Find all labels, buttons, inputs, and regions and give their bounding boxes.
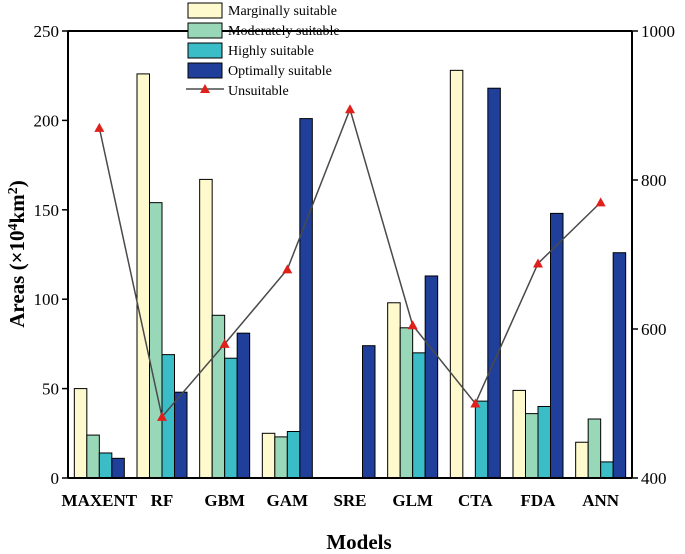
unsuitable-point-maxent bbox=[94, 122, 105, 132]
y-axis-title-sup1: 4 bbox=[6, 223, 21, 230]
bar-gbm-optimally bbox=[236, 332, 251, 479]
bar-ann-highly bbox=[600, 461, 614, 479]
bar-maxent-moderately bbox=[86, 434, 100, 479]
category-label-fda: FDA bbox=[521, 491, 557, 510]
y-axis-title-unit: km bbox=[5, 194, 29, 224]
left-tick-label: 50 bbox=[42, 380, 59, 399]
bar-maxent-highly bbox=[98, 452, 113, 479]
bar-cta-highly bbox=[474, 400, 489, 479]
bar-cta-marginally bbox=[449, 69, 464, 479]
category-label-ann: ANN bbox=[582, 491, 620, 510]
x-axis-title: Models bbox=[326, 530, 391, 554]
category-label-maxent: MAXENT bbox=[62, 491, 138, 510]
category-label-glm: GLM bbox=[392, 491, 433, 510]
bar-glm-moderately bbox=[399, 327, 414, 479]
right-tick-label: 800 bbox=[641, 171, 667, 190]
category-label-gbm: GBM bbox=[204, 491, 245, 510]
legend-swatch-optimally bbox=[187, 62, 223, 79]
unsuitable-point-ann bbox=[595, 197, 606, 207]
legend-marker-unsuitable bbox=[200, 84, 210, 93]
bar-fda-highly bbox=[537, 405, 551, 479]
unsuitable-line-layer bbox=[94, 104, 606, 421]
right-axis-ticks: 400 600 800 1000 bbox=[632, 22, 675, 488]
legend: Marginally suitable Moderately suitable … bbox=[186, 2, 340, 99]
bar-fda-optimally bbox=[550, 212, 564, 479]
left-tick-label: 0 bbox=[51, 469, 60, 488]
bar-rf-moderately bbox=[149, 202, 163, 479]
legend-swatch-moderately bbox=[187, 22, 223, 39]
bar-sre-optimally bbox=[362, 345, 376, 479]
unsuitable-point-rf bbox=[157, 411, 167, 421]
right-tick-label: 400 bbox=[641, 469, 667, 488]
right-tick-label: 600 bbox=[641, 320, 667, 339]
left-tick-label: 250 bbox=[34, 22, 60, 41]
category-label-cta: CTA bbox=[458, 491, 493, 510]
bar-gbm-marginally bbox=[199, 178, 213, 479]
legend-label-moderately: Moderately suitable bbox=[228, 24, 340, 39]
bar-gam-moderately bbox=[274, 436, 288, 479]
bar-maxent-marginally bbox=[73, 388, 88, 479]
bar-glm-marginally bbox=[387, 302, 401, 479]
bar-rf-marginally bbox=[136, 73, 150, 479]
bar-gbm-highly bbox=[224, 357, 238, 479]
unsuitable-point-cta bbox=[470, 398, 481, 408]
unsuitable-point-sre bbox=[345, 104, 355, 114]
bar-rf-optimally bbox=[174, 391, 188, 479]
y-axis-title-part: Areas (×10 bbox=[5, 230, 29, 327]
bar-cta-optimally bbox=[487, 87, 501, 479]
bar-ann-optimally bbox=[612, 252, 627, 479]
left-tick-label: 100 bbox=[34, 290, 60, 309]
right-tick-label: 1000 bbox=[641, 22, 675, 41]
legend-label-marginally: Marginally suitable bbox=[228, 4, 337, 19]
y-axis-title: Areas (×104km2) bbox=[5, 180, 29, 328]
bar-glm-optimally bbox=[424, 275, 439, 479]
bar-glm-highly bbox=[412, 352, 426, 479]
bar-fda-marginally bbox=[512, 389, 526, 479]
legend-label-unsuitable: Unsuitable bbox=[228, 84, 289, 99]
unsuitable-point-gbm bbox=[219, 338, 230, 348]
legend-swatch-highly bbox=[187, 42, 223, 59]
category-label-rf: RF bbox=[151, 491, 174, 510]
bar-fda-moderately bbox=[525, 413, 539, 479]
legend-swatch-marginally bbox=[187, 2, 223, 19]
category-labels: MAXENT RF GBM GAM SRE GLM CTA FDA ANN bbox=[62, 491, 620, 510]
unsuitable-point-gam bbox=[282, 264, 293, 274]
bar-maxent-optimally bbox=[111, 457, 125, 479]
bar-ann-moderately bbox=[587, 418, 602, 479]
bar-gbm-moderately bbox=[211, 314, 226, 479]
bar-gam-optimally bbox=[299, 118, 313, 479]
y-axis-title-end: ) bbox=[5, 180, 29, 187]
bar-gam-highly bbox=[286, 431, 301, 479]
legend-label-highly: Highly suitable bbox=[228, 44, 314, 59]
left-tick-label: 200 bbox=[34, 111, 60, 130]
y-axis-title-sup2: 2 bbox=[6, 187, 21, 194]
unsuitable-point-fda bbox=[533, 258, 543, 268]
left-tick-label: 150 bbox=[34, 201, 60, 220]
unsuitable-point-glm bbox=[407, 320, 418, 330]
category-label-gam: GAM bbox=[267, 491, 309, 510]
bar-gam-marginally bbox=[261, 432, 276, 479]
legend-label-optimally: Optimally suitable bbox=[228, 64, 332, 79]
bars-layer bbox=[73, 69, 627, 479]
category-label-sre: SRE bbox=[333, 491, 366, 510]
left-axis-ticks: 0 50 100 150 200 250 bbox=[34, 22, 68, 488]
bar-ann-marginally bbox=[575, 441, 589, 479]
